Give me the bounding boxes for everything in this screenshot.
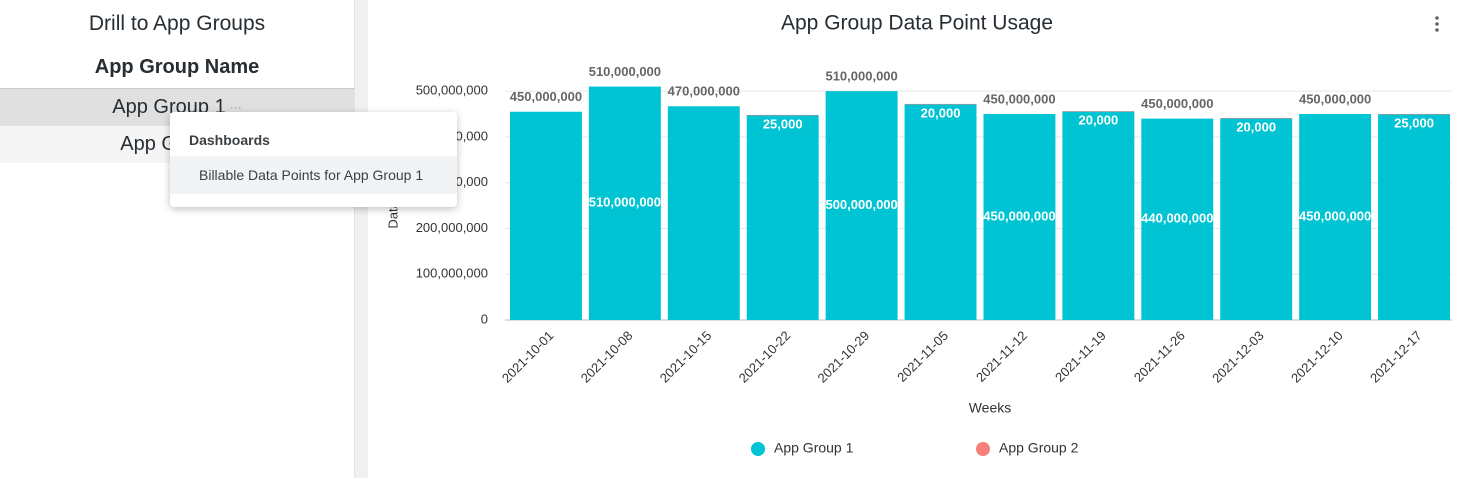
bar-segment <box>904 103 977 105</box>
data-label: 20,000 <box>1078 113 1118 128</box>
y-tick-label: 0 <box>481 311 488 326</box>
data-label: 440,000,000 <box>1141 211 1213 226</box>
total-label: 510,000,000 <box>589 64 661 79</box>
row-menu-dots[interactable]: ··· <box>229 100 242 115</box>
x-tick-label: 2021-11-12 <box>973 328 1030 385</box>
kebab-menu[interactable] <box>1435 16 1439 32</box>
bar-segment <box>588 86 661 320</box>
chart-title: App Group Data Point Usage <box>781 12 1053 35</box>
total-label: 510,000,000 <box>825 69 897 84</box>
x-tick-label: 2021-11-19 <box>1052 328 1109 385</box>
bar-segment <box>1378 114 1450 115</box>
bar-segment <box>1220 118 1293 119</box>
legend-label: App Group 2 <box>999 440 1079 456</box>
bar-segment <box>1062 111 1135 321</box>
x-tick-label: 2021-12-03 <box>1209 328 1267 386</box>
bar-segment <box>1299 114 1372 321</box>
legend-swatch <box>751 442 765 456</box>
total-label: 450,000,000 <box>1141 96 1213 111</box>
data-label: 25,000 <box>763 116 803 131</box>
panel-title: Drill to App Groups <box>88 12 266 35</box>
bar-segment <box>983 114 1056 321</box>
x-tick-label: 2021-10-22 <box>736 328 794 386</box>
legend-label: App Group 1 <box>774 440 854 456</box>
x-tick-label: 2021-11-26 <box>1131 328 1188 385</box>
data-label: 25,000 <box>1394 115 1434 130</box>
x-tick-label: 2021-12-10 <box>1288 328 1346 386</box>
data-label: 450,000,000 <box>1299 208 1371 223</box>
bar-segment <box>904 103 977 320</box>
bar-segment <box>1220 118 1293 321</box>
total-label: 450,000,000 <box>1299 91 1371 106</box>
context-menu: Dashboards Billable Data Points for App … <box>170 112 457 207</box>
x-axis-label: Weeks <box>969 400 1012 416</box>
bar-segment <box>1141 118 1214 320</box>
bar-segment <box>746 114 819 116</box>
x-tick-label: 2021-10-08 <box>578 328 636 386</box>
x-tick-label: 2021-12-17 <box>1367 328 1425 386</box>
chart: App Group Data Point Usage Weeks Data Po… <box>385 12 1452 456</box>
bar-segment <box>1062 111 1135 112</box>
total-label: 470,000,000 <box>668 84 740 99</box>
data-label: 20,000 <box>1236 120 1276 135</box>
x-tick-label: 2021-10-29 <box>815 328 873 386</box>
column-header: App Group Name <box>94 56 260 78</box>
data-label: 510,000,000 <box>589 195 661 210</box>
data-label: 450,000,000 <box>983 208 1055 223</box>
bar-segment <box>825 91 898 321</box>
menu-heading: Dashboards <box>189 132 270 148</box>
bar-segment <box>667 106 740 320</box>
total-label: 450,000,000 <box>510 89 582 104</box>
y-tick-label: 100,000,000 <box>416 266 488 281</box>
y-tick-label: 200,000,000 <box>416 220 488 235</box>
total-label: 450,000,000 <box>983 91 1055 106</box>
menu-item[interactable]: Billable Data Points for App Group 1 <box>170 156 457 194</box>
x-tick-label: 2021-11-05 <box>894 328 951 385</box>
divider <box>354 0 368 478</box>
x-tick-label: 2021-10-01 <box>499 328 557 386</box>
bar-segment <box>510 111 582 320</box>
y-tick-label: 500,000,000 <box>416 83 488 98</box>
x-tick-label: 2021-10-15 <box>657 328 715 386</box>
data-label: 20,000 <box>921 105 961 120</box>
left-panel: Drill to App Groups App Group Name App G… <box>0 0 354 478</box>
bar-segment <box>746 114 819 320</box>
data-label: 500,000,000 <box>825 197 897 212</box>
legend-swatch <box>976 442 990 456</box>
bar-segment <box>1378 114 1450 321</box>
